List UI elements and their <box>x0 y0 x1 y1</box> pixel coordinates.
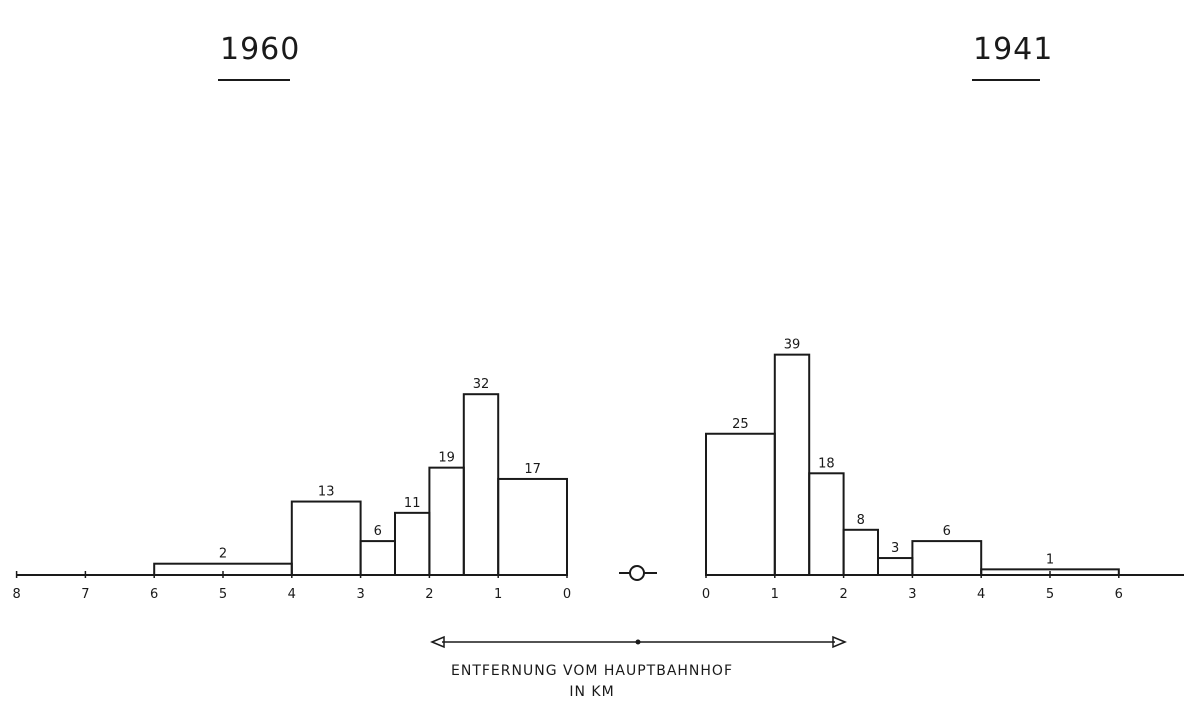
bar1960-bar-1 <box>290 500 362 576</box>
bar1960-bar-label-2: 6 <box>374 524 382 539</box>
bar1941-bar-label-1: 39 <box>784 338 801 353</box>
bar1941-tick-label-2: 2 <box>839 587 847 602</box>
bar1960-bar-label-3: 11 <box>404 496 421 511</box>
bar1960-tick-label-2: 2 <box>425 587 433 602</box>
bar1941-bar-label-3: 8 <box>857 513 865 528</box>
center-marker-circle <box>629 565 645 581</box>
histogram-1941: 012345672539188361 <box>702 338 1184 602</box>
bar1941-bar-label-6: 1 <box>1046 552 1054 567</box>
bar1960-tick-label-5: 5 <box>219 587 227 602</box>
bar1960-tick-label-7: 7 <box>81 587 89 602</box>
bar1960-tick-label-8: 8 <box>12 587 20 602</box>
title-1941-underline <box>972 79 1040 81</box>
bar1960-bar-label-5: 32 <box>473 377 490 392</box>
bar1941-tick-label-1: 1 <box>771 587 779 602</box>
arrow-head-right <box>832 635 847 649</box>
bar1941-tick-label-3: 3 <box>908 587 916 602</box>
bar1960-bar-label-4: 19 <box>438 451 455 466</box>
bar1941-bar-2 <box>808 472 845 576</box>
bar1960-tick-label-4: 4 <box>288 587 296 602</box>
title-1960-underline <box>218 79 290 81</box>
title-1941: 1941 <box>973 32 1054 67</box>
bar1941-bar-label-5: 6 <box>943 524 951 539</box>
bar1960-bar-label-1: 13 <box>318 485 335 500</box>
axis-caption-line1: ENTFERNUNG VOM HAUPTBAHNHOF <box>451 663 733 679</box>
center-marker <box>619 565 657 581</box>
bar1941-tick-label-6: 6 <box>1115 587 1123 602</box>
bar1941-bar-label-4: 3 <box>891 541 899 556</box>
bar1941-bar-3 <box>842 528 879 576</box>
title-1960: 1960 <box>220 32 301 67</box>
bar1960-tick-label-0: 0 <box>563 587 571 602</box>
bar1960-bar-3 <box>394 511 431 576</box>
bar1941-tick-label-0: 0 <box>702 587 710 602</box>
bar1941-bar-label-2: 18 <box>818 456 835 471</box>
bar1941-bar-label-0: 25 <box>732 417 749 432</box>
bar1941-tick-label-5: 5 <box>1046 587 1054 602</box>
bar1960-bar-4 <box>428 466 465 576</box>
bar1960-tick-label-1: 1 <box>494 587 502 602</box>
bar1960-bar-label-6: 17 <box>524 462 541 477</box>
bar1960-bar-label-0: 2 <box>219 547 227 562</box>
bar1941-bar-4 <box>877 557 914 576</box>
bar1960-tick-label-3: 3 <box>356 587 364 602</box>
distance-arrow <box>430 635 847 649</box>
bar1941-bar-0 <box>705 432 776 576</box>
bar1941-bar-1 <box>773 353 811 576</box>
bar1941-bar-6 <box>980 568 1120 576</box>
axis-caption-line2: IN KM <box>569 684 615 700</box>
arrow-head-left <box>430 635 445 649</box>
bar1941-bar-5 <box>911 540 983 576</box>
bar1941-tick-label-4: 4 <box>977 587 985 602</box>
arrow-center-dot <box>635 639 641 645</box>
bar1960-bar-6 <box>497 477 569 577</box>
bar1960-bar-2 <box>359 540 397 576</box>
bar1960-tick-label-6: 6 <box>150 587 158 602</box>
bar1960-bar-5 <box>462 393 500 577</box>
